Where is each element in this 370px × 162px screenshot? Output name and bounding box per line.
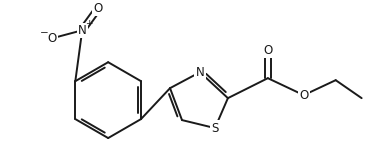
Text: O: O <box>299 89 308 102</box>
Text: −: − <box>40 28 49 38</box>
Text: N: N <box>78 24 87 37</box>
Text: O: O <box>94 2 103 15</box>
Text: O: O <box>263 44 272 57</box>
Text: S: S <box>211 122 219 135</box>
Text: O: O <box>48 32 57 45</box>
Text: N: N <box>196 66 204 79</box>
Text: +: + <box>85 19 93 28</box>
